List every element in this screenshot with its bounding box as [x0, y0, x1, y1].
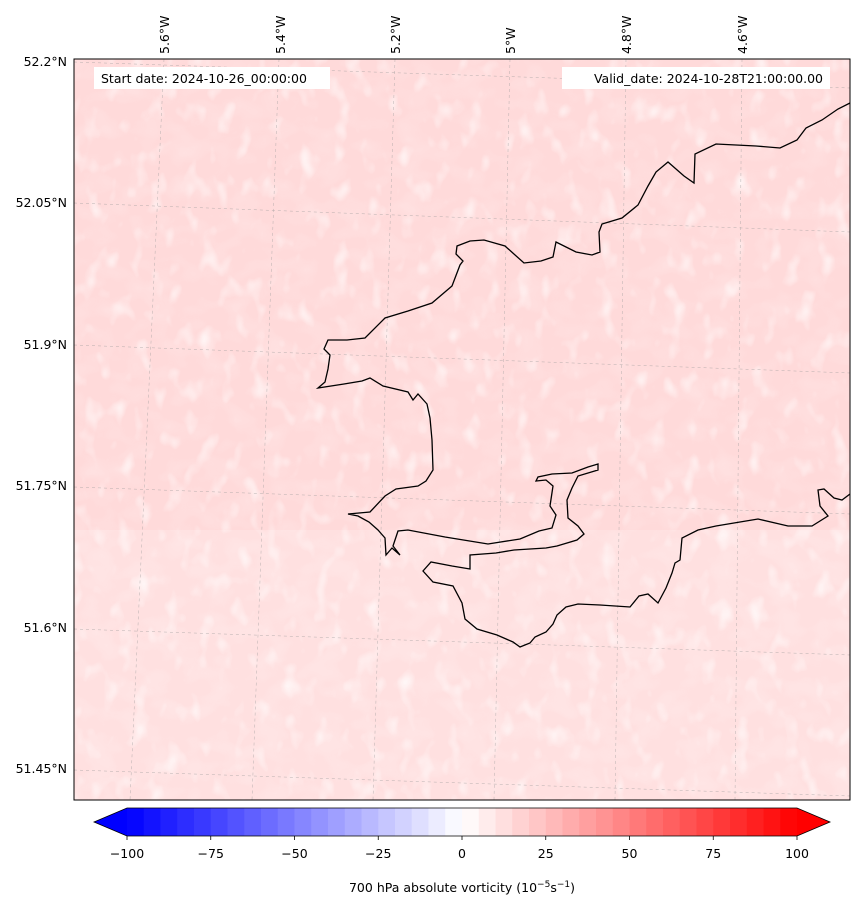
valid-date-box	[562, 67, 830, 89]
colorbar-tick-label: −25	[365, 846, 391, 861]
colorbar-bin	[646, 808, 664, 836]
vorticity-field	[74, 59, 850, 800]
colorbar-extend-min	[94, 808, 127, 836]
start-date-label: Start date: 2024-10-26_00:00:00	[101, 71, 307, 86]
colorbar-bin	[612, 808, 631, 836]
colorbar-bin	[562, 808, 580, 836]
colorbar-bin	[428, 808, 446, 836]
lon-label-6: 4.6°W	[735, 16, 750, 55]
colorbar-ticks: −100 −75 −50 −25 0 25 50 75 100	[110, 836, 809, 861]
coastline	[315, 102, 851, 648]
colorbar-bin	[545, 808, 564, 836]
colorbar-bin	[512, 808, 530, 836]
colorbar-tick-label: 25	[538, 846, 554, 861]
colorbar-bin	[495, 808, 513, 836]
colorbar-bin	[395, 808, 413, 836]
colorbar-tick-label: 75	[705, 846, 721, 861]
colorbar-bin	[445, 808, 463, 836]
lat-label-5: 51.6°N	[24, 620, 67, 635]
colorbar-bin	[696, 808, 714, 836]
graticule	[74, 59, 850, 800]
colorbar-bin	[127, 808, 145, 836]
colorbar-bin	[244, 808, 262, 836]
lon-label-4: 5°W	[503, 27, 518, 54]
colorbar-tick-label: −50	[281, 846, 307, 861]
lat-label-4: 51.75°N	[16, 478, 67, 493]
colorbar-bin	[311, 808, 329, 836]
lon-label-1: 5.6°W	[157, 16, 172, 55]
colorbar-label: 700 hPa absolute vorticity (10−5s−1)	[349, 880, 575, 895]
map-frame	[73, 58, 851, 801]
lat-label-1: 52.2°N	[24, 54, 67, 69]
colorbar	[92, 807, 832, 837]
colorbar-bin	[411, 808, 430, 836]
colorbar-bin	[596, 808, 614, 836]
colorbar-bin	[663, 808, 681, 836]
colorbar-bin	[780, 808, 798, 836]
colorbar-bin	[227, 808, 245, 836]
colorbar-bin	[746, 808, 765, 836]
colorbar-bin	[277, 808, 296, 836]
lon-label-5: 4.8°W	[619, 16, 634, 55]
colorbar-bin	[328, 808, 346, 836]
colorbar-bin	[160, 808, 178, 836]
colorbar-tick-label: −75	[198, 846, 224, 861]
lon-label-2: 5.4°W	[273, 16, 288, 55]
colorbar-extend-max	[797, 808, 830, 836]
colorbar-bin	[713, 808, 731, 836]
colorbar-bin	[261, 808, 279, 836]
colorbar-tick-label: 100	[785, 846, 809, 861]
start-date-box	[94, 67, 330, 89]
colorbar-bin	[763, 808, 781, 836]
lat-label-3: 51.9°N	[24, 337, 67, 352]
colorbar-bin	[344, 808, 363, 836]
colorbar-tick-label: 50	[622, 846, 638, 861]
colorbar-bin	[143, 808, 162, 836]
colorbar-bin	[194, 808, 212, 836]
colorbar-bin	[462, 808, 480, 836]
lat-label-6: 51.45°N	[16, 761, 67, 776]
colorbar-tick-label: 0	[458, 846, 466, 861]
colorbar-bin	[529, 808, 547, 836]
colorbar-bin	[579, 808, 597, 836]
colorbar-tick-label: −100	[110, 846, 144, 861]
colorbar-bin	[177, 808, 195, 836]
colorbar-bin	[361, 808, 379, 836]
valid-date-label: Valid_date: 2024-10-28T21:00:00.00	[594, 71, 823, 86]
longitude-labels: 5.6°W 5.4°W 5.2°W 5°W 4.8°W 4.6°W	[157, 16, 750, 55]
colorbar-bin	[378, 808, 396, 836]
colorbar-bin	[210, 808, 229, 836]
colorbar-bin	[478, 808, 497, 836]
colorbar-bin	[730, 808, 748, 836]
colorbar-bin	[629, 808, 647, 836]
colorbar-bin	[679, 808, 698, 836]
lat-label-2: 52.05°N	[16, 195, 67, 210]
lon-label-3: 5.2°W	[388, 16, 403, 55]
colorbar-bin	[294, 808, 312, 836]
latitude-labels: 52.2°N 52.05°N 51.9°N 51.75°N 51.6°N 51.…	[16, 54, 67, 776]
